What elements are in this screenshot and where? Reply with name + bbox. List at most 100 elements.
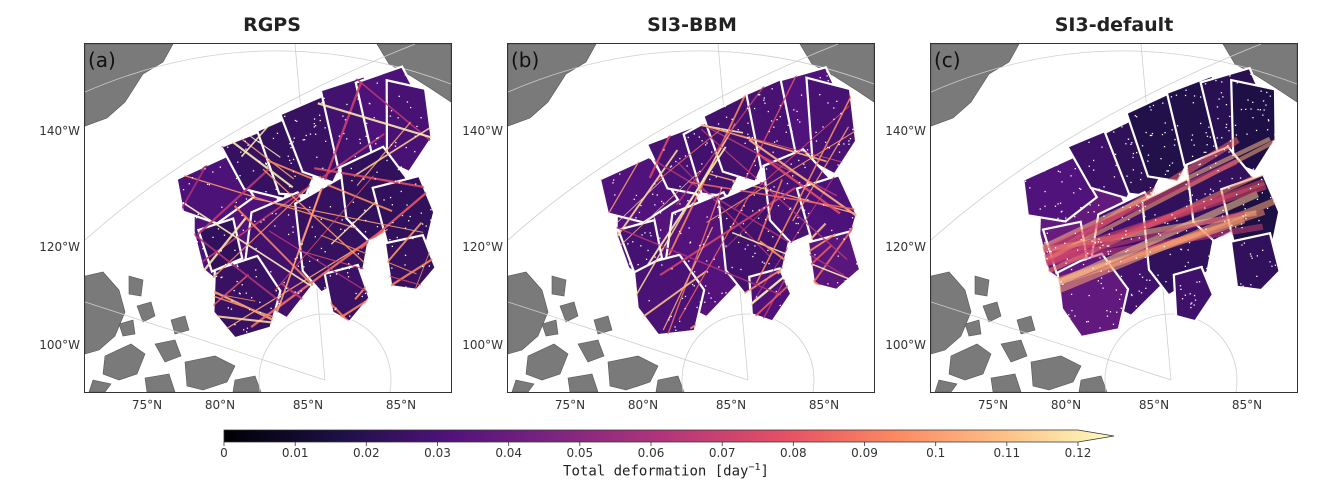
missing-data-speck	[797, 232, 799, 234]
missing-data-speck	[1181, 298, 1184, 300]
missing-data-speck	[311, 226, 313, 228]
missing-data-speck	[233, 289, 235, 292]
land-polygon	[931, 44, 1020, 127]
missing-data-speck	[335, 273, 338, 275]
lineament	[708, 244, 833, 336]
missing-data-speck	[1263, 109, 1265, 111]
missing-data-speck	[1270, 196, 1272, 199]
missing-data-speck	[298, 292, 300, 294]
missing-data-speck	[796, 110, 798, 113]
missing-data-speck	[661, 200, 663, 203]
missing-data-speck	[788, 208, 791, 210]
missing-data-speck	[731, 266, 733, 269]
missing-data-speck	[752, 255, 754, 258]
missing-data-speck	[1086, 252, 1089, 255]
missing-data-speck	[1167, 170, 1169, 172]
missing-data-speck	[807, 212, 810, 215]
missing-data-speck	[240, 151, 242, 153]
missing-data-speck	[208, 184, 210, 186]
missing-data-speck	[255, 269, 257, 271]
missing-data-speck	[376, 137, 378, 140]
missing-data-speck	[1101, 222, 1103, 224]
missing-data-speck	[1250, 108, 1252, 110]
missing-data-speck	[1056, 164, 1058, 166]
missing-data-speck	[427, 242, 429, 244]
lineament	[1023, 210, 1245, 272]
missing-data-speck	[660, 229, 662, 231]
missing-data-speck	[329, 206, 332, 208]
missing-data-speck	[258, 160, 261, 163]
missing-data-speck	[365, 135, 367, 137]
missing-data-speck	[1080, 207, 1082, 209]
missing-data-speck	[779, 104, 781, 107]
missing-data-speck	[1256, 275, 1258, 277]
missing-data-speck	[195, 217, 198, 219]
lon-label: 100°W	[885, 338, 926, 352]
missing-data-speck	[790, 163, 792, 165]
missing-data-speck	[1120, 307, 1122, 309]
missing-data-speck	[763, 99, 765, 101]
missing-data-speck	[650, 154, 652, 156]
missing-data-speck	[219, 166, 221, 168]
missing-data-speck	[391, 204, 393, 206]
missing-data-speck	[1135, 305, 1137, 307]
missing-data-speck	[795, 222, 797, 225]
missing-data-speck	[848, 140, 850, 142]
missing-data-speck	[1209, 136, 1211, 138]
missing-data-speck	[286, 287, 288, 289]
missing-data-speck	[815, 140, 818, 142]
missing-data-speck	[404, 264, 406, 266]
land-polygon	[990, 373, 1022, 392]
missing-data-speck	[1130, 126, 1132, 128]
lineament	[1023, 136, 1271, 268]
missing-data-speck	[1269, 261, 1271, 263]
missing-data-speck	[1109, 311, 1112, 313]
missing-data-speck	[1116, 311, 1118, 313]
land-polygon	[593, 315, 613, 335]
missing-data-speck	[1190, 303, 1192, 305]
colorbar-tick-label: 0.1	[926, 446, 945, 458]
missing-data-speck	[831, 229, 833, 232]
missing-data-speck	[1127, 290, 1129, 292]
missing-data-speck	[386, 159, 388, 162]
missing-data-speck	[731, 118, 733, 120]
ice-floe-patch	[1229, 231, 1281, 292]
missing-data-speck	[1206, 144, 1208, 146]
lon-label: 120°W	[462, 240, 503, 254]
missing-data-speck	[212, 171, 214, 173]
missing-data-speck	[405, 286, 407, 288]
missing-data-speck	[779, 116, 781, 118]
missing-data-speck	[275, 290, 277, 292]
missing-data-speck	[653, 217, 656, 219]
missing-data-speck	[1200, 122, 1202, 125]
missing-data-speck	[289, 142, 292, 145]
missing-data-speck	[1146, 279, 1148, 281]
missing-data-speck	[1106, 245, 1109, 247]
missing-data-speck	[1113, 176, 1116, 178]
lon-label: 120°W	[39, 240, 80, 254]
missing-data-speck	[605, 204, 607, 206]
missing-data-speck	[1078, 187, 1081, 190]
missing-data-speck	[1164, 122, 1166, 124]
missing-data-speck	[1157, 274, 1159, 276]
missing-data-speck	[1125, 251, 1127, 253]
missing-data-speck	[279, 296, 282, 298]
missing-data-speck	[1121, 126, 1123, 128]
missing-data-speck	[1144, 205, 1146, 207]
colorbar-tick-label: 0.04	[495, 446, 522, 458]
missing-data-speck	[1088, 165, 1090, 167]
missing-data-speck	[292, 141, 294, 143]
missing-data-speck	[1262, 249, 1264, 251]
missing-data-speck	[259, 301, 261, 303]
missing-data-speck	[833, 107, 835, 109]
colorbar-tick-label: 0.12	[1065, 446, 1092, 458]
missing-data-speck	[807, 199, 809, 201]
missing-data-speck	[277, 300, 279, 303]
missing-data-speck	[1229, 228, 1232, 230]
missing-data-speck	[758, 209, 760, 211]
missing-data-speck	[410, 106, 412, 109]
missing-data-speck	[302, 139, 304, 141]
missing-data-speck	[711, 171, 713, 173]
missing-data-speck	[1183, 169, 1185, 171]
missing-data-speck	[763, 97, 765, 99]
